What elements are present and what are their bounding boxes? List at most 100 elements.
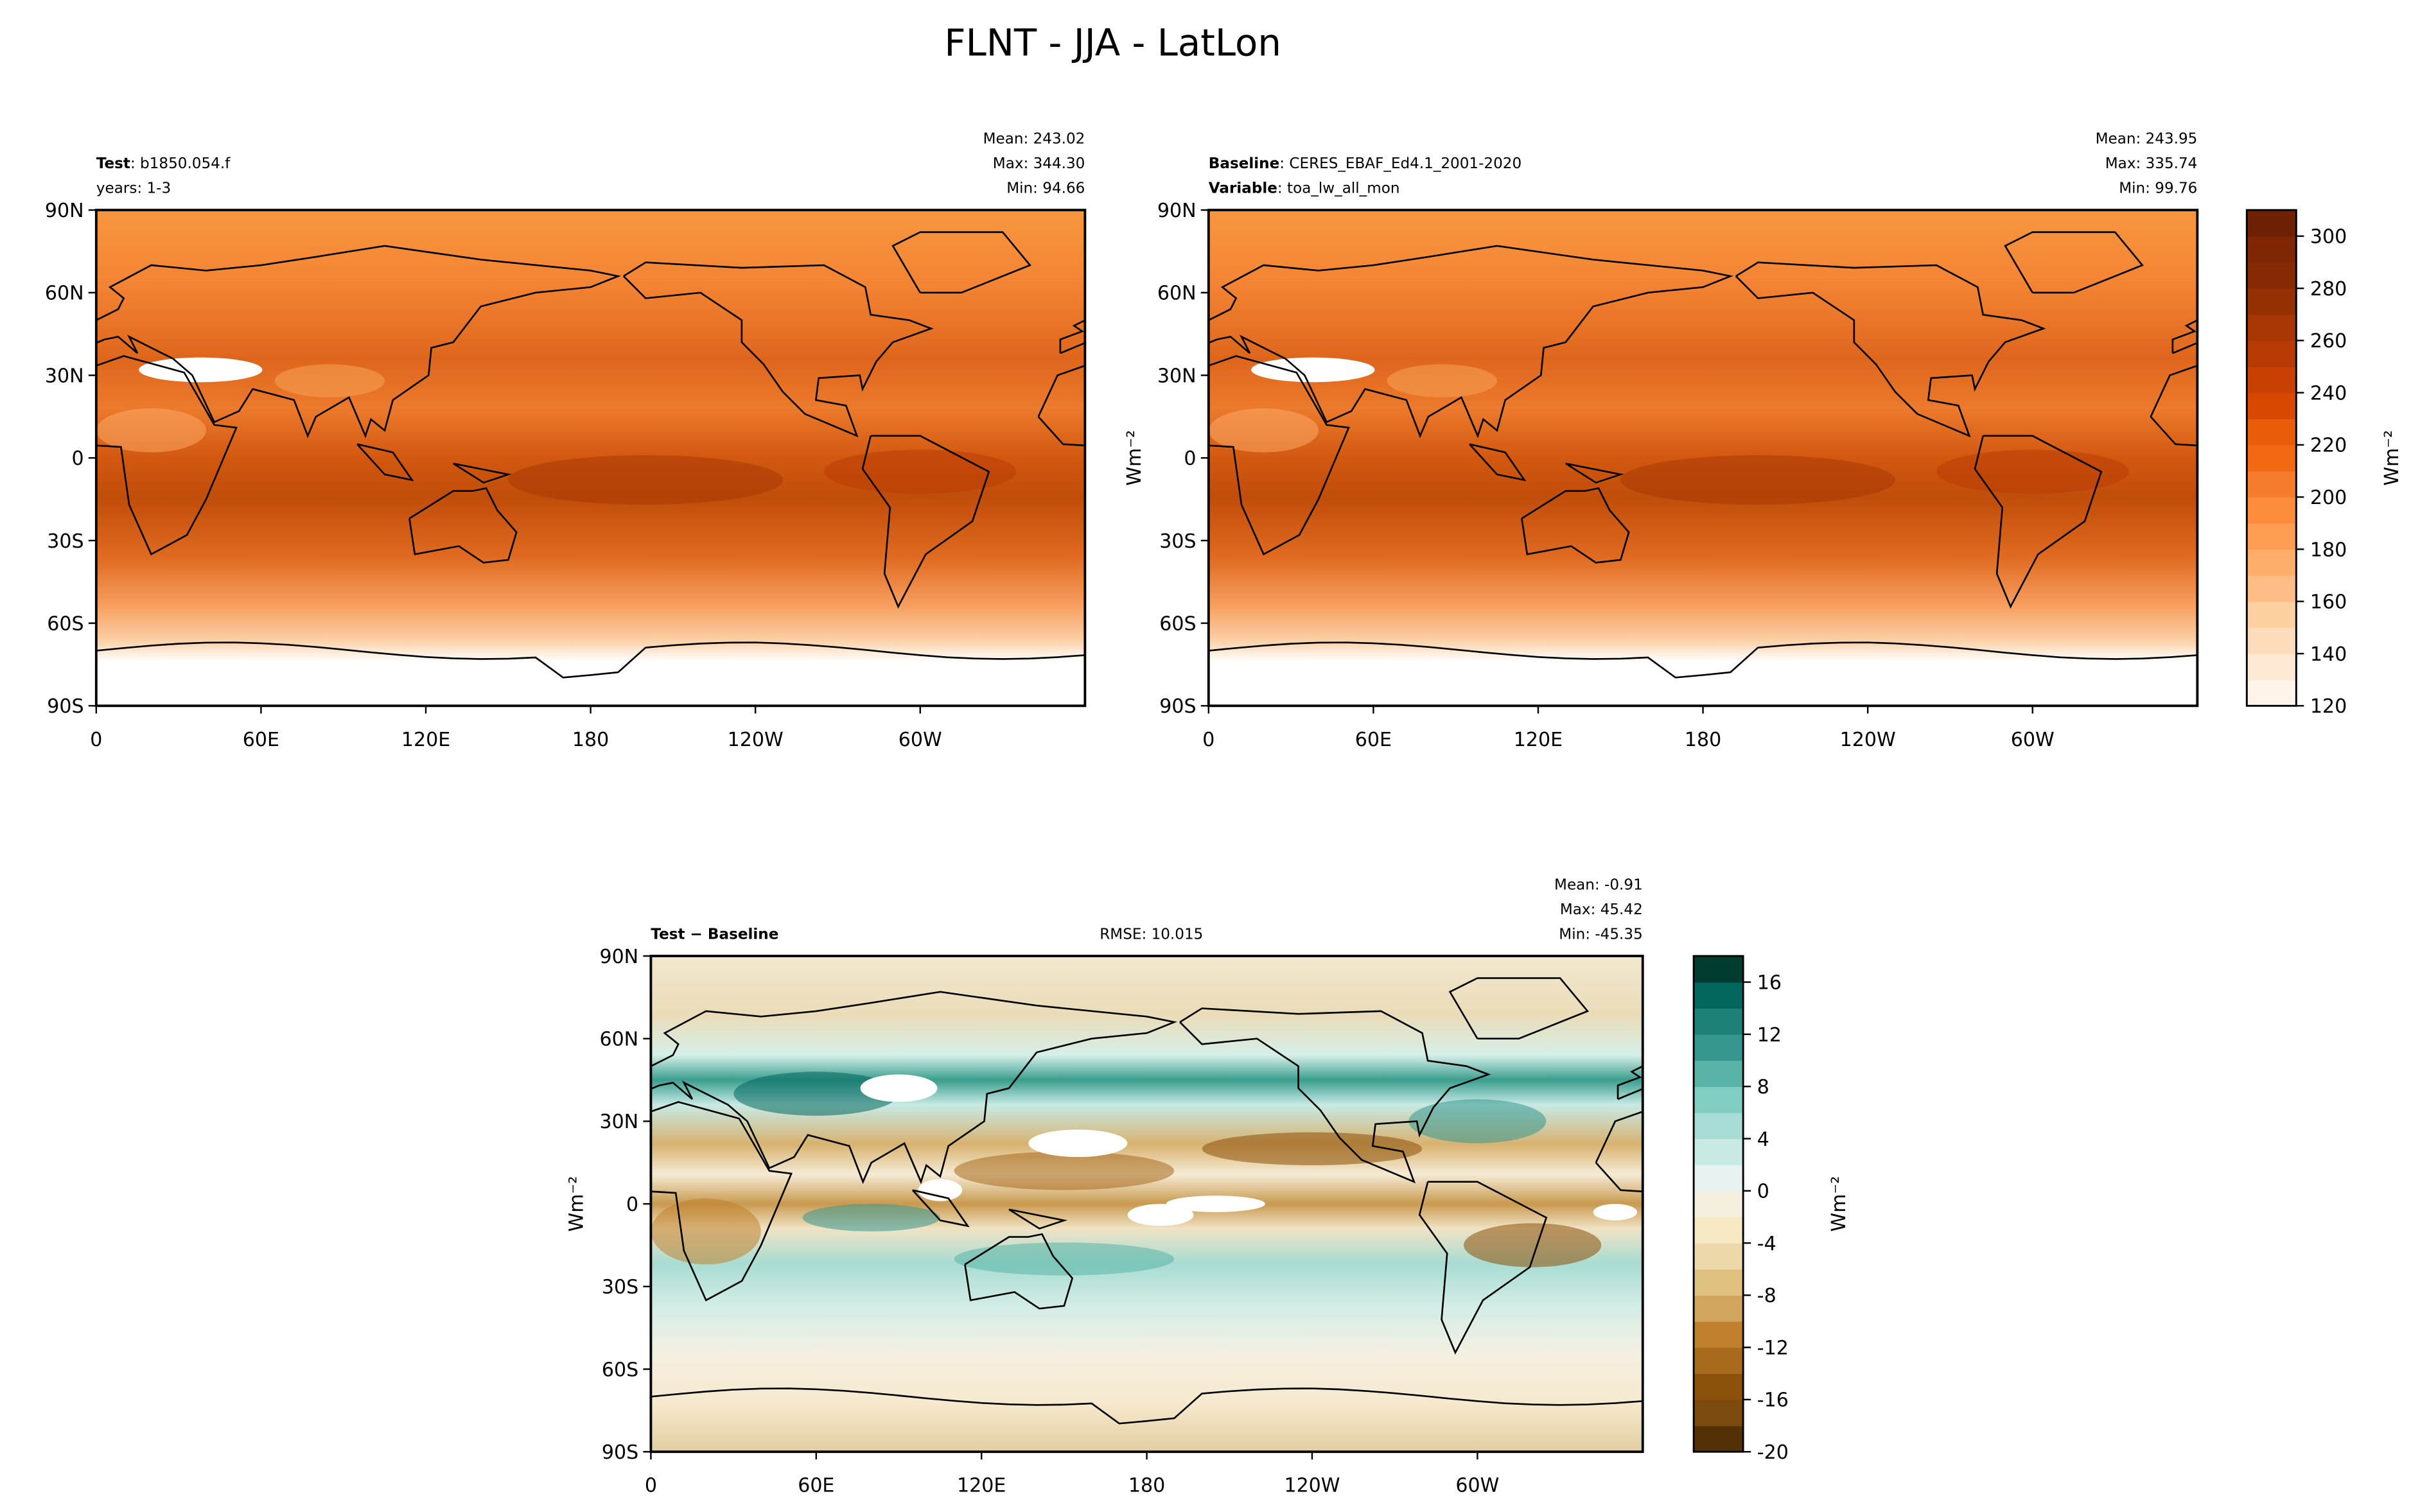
coastline bbox=[1565, 462, 1624, 484]
map-field bbox=[651, 956, 1643, 1452]
y-tick-label: 30S bbox=[602, 1276, 638, 1299]
figure-title: FLNT - JJA - LatLon bbox=[944, 21, 1281, 65]
colorbar-level bbox=[1694, 1190, 1744, 1218]
coastline bbox=[1208, 245, 1734, 439]
colorbar-level bbox=[1694, 1347, 1744, 1374]
colorbar-level bbox=[2247, 444, 2297, 472]
colorbar-level bbox=[2247, 654, 2297, 681]
y-tick-label: 90N bbox=[1157, 200, 1197, 222]
y-tick-label: 90N bbox=[45, 200, 84, 222]
coastline bbox=[911, 1189, 970, 1228]
x-tick-label: 120W bbox=[1840, 729, 1896, 751]
colorbar-tick-label: -8 bbox=[1757, 1285, 1776, 1307]
stat-label: Mean: -0.91 bbox=[1554, 877, 1643, 894]
colorbar-tick-label: -16 bbox=[1757, 1389, 1789, 1412]
y-tick-label: 0 bbox=[626, 1194, 638, 1216]
colorbar-level bbox=[2247, 262, 2297, 289]
coastline bbox=[1521, 487, 1630, 564]
colorbar-tick-label: 120 bbox=[2310, 695, 2347, 718]
y-tick-label: 30N bbox=[599, 1111, 638, 1133]
field-feature bbox=[954, 1242, 1175, 1276]
colorbar-level bbox=[1694, 1138, 1744, 1165]
colorbar-tick-label: 280 bbox=[2310, 278, 2347, 300]
coastline bbox=[964, 1233, 1074, 1310]
y-tick-label: 90S bbox=[602, 1441, 638, 1464]
panel-label-part: : toa_lw_all_mon bbox=[1277, 180, 1400, 197]
colorbar-frame bbox=[2245, 209, 2297, 707]
colorbar-level bbox=[2247, 627, 2297, 654]
coastline bbox=[1208, 355, 1350, 556]
field-feature bbox=[1408, 1099, 1547, 1143]
field-feature bbox=[508, 455, 784, 505]
colorbar-tick-label: 260 bbox=[2310, 330, 2347, 352]
rmse-label: RMSE: 10.015 bbox=[1100, 926, 1203, 943]
y-tick-label: 30N bbox=[45, 365, 84, 387]
field-feature bbox=[1620, 455, 1896, 505]
y-tick-label: 60N bbox=[1157, 282, 1197, 305]
coastline bbox=[356, 443, 414, 482]
y-tick-label: 0 bbox=[1184, 448, 1196, 470]
colorbar-level bbox=[1694, 1373, 1744, 1400]
y-tick-label: 60S bbox=[602, 1359, 638, 1381]
y-axis-label: Wm⁻² bbox=[1123, 430, 1146, 486]
x-tick-label: 60W bbox=[899, 729, 942, 751]
coastline bbox=[1469, 443, 1527, 482]
panel-label: Variable: toa_lw_all_mon bbox=[1209, 180, 1400, 197]
colorbar-level bbox=[2247, 340, 2297, 367]
colorbar-tick-label: 12 bbox=[1757, 1024, 1782, 1047]
y-tick-label: 30N bbox=[1157, 365, 1197, 387]
stat-label: Mean: 243.02 bbox=[983, 131, 1085, 148]
colorbar-level bbox=[2247, 471, 2297, 498]
coastline bbox=[651, 1100, 793, 1302]
colorbar-level bbox=[2247, 497, 2297, 524]
coastline bbox=[96, 355, 238, 556]
colorbar-tick-label: 4 bbox=[1757, 1128, 1769, 1151]
panel-label: Test: b1850.054.f bbox=[96, 155, 231, 172]
x-tick-label: 0 bbox=[90, 729, 102, 751]
x-tick-label: 120E bbox=[401, 729, 450, 751]
coastline bbox=[1418, 1181, 1548, 1355]
colorbar-tick-label: -20 bbox=[1757, 1441, 1789, 1464]
field-feature bbox=[733, 1072, 899, 1116]
coastline bbox=[408, 487, 518, 564]
colorbar-tick-label: 240 bbox=[2310, 382, 2347, 404]
stat-label: Max: 335.74 bbox=[2105, 155, 2198, 172]
x-tick-label: 120W bbox=[1284, 1475, 1340, 1497]
coastline bbox=[1008, 1208, 1068, 1230]
colorbar-level bbox=[1694, 1321, 1744, 1348]
y-axis-label: Wm⁻² bbox=[566, 1176, 588, 1232]
colorbar-frame bbox=[1692, 955, 1744, 1453]
coastline bbox=[2004, 231, 2144, 294]
x-tick-label: 60W bbox=[1455, 1475, 1499, 1497]
y-tick-label: 60S bbox=[47, 613, 83, 635]
colorbar-level bbox=[2247, 523, 2297, 550]
stat-label: Min: -45.35 bbox=[1559, 926, 1642, 943]
colorbar-level bbox=[2247, 210, 2297, 237]
coastline bbox=[891, 231, 1031, 294]
coastline bbox=[453, 462, 512, 484]
colorbar-level bbox=[1694, 1243, 1744, 1270]
colorbar-level bbox=[2247, 366, 2297, 394]
coastline bbox=[1448, 977, 1590, 1040]
colorbar-level bbox=[1694, 1008, 1744, 1035]
colorbar-tick-label: 220 bbox=[2310, 435, 2347, 457]
colorbar-tick-label: 180 bbox=[2310, 539, 2347, 561]
map-area bbox=[651, 956, 1959, 1452]
colorbar-level bbox=[2247, 419, 2297, 446]
stat-label: Mean: 243.95 bbox=[2096, 131, 2198, 148]
stat-label: Min: 99.76 bbox=[2119, 180, 2197, 197]
x-tick-label: 180 bbox=[1685, 729, 1721, 751]
x-tick-label: 60W bbox=[2011, 729, 2055, 751]
field-feature bbox=[1387, 364, 1497, 397]
coastline bbox=[1904, 1190, 1959, 1226]
x-tick-label: 0 bbox=[645, 1475, 657, 1497]
panel-label-part: Test bbox=[96, 155, 130, 172]
coastline bbox=[96, 245, 622, 439]
y-tick-label: 60S bbox=[1159, 613, 1196, 635]
missing-data bbox=[1166, 1195, 1265, 1212]
colorbar-tick-label: 0 bbox=[1757, 1181, 1769, 1203]
missing-data bbox=[918, 1179, 963, 1201]
missing-data bbox=[1127, 1204, 1194, 1226]
colorbar-tick-label: 8 bbox=[1757, 1076, 1769, 1099]
